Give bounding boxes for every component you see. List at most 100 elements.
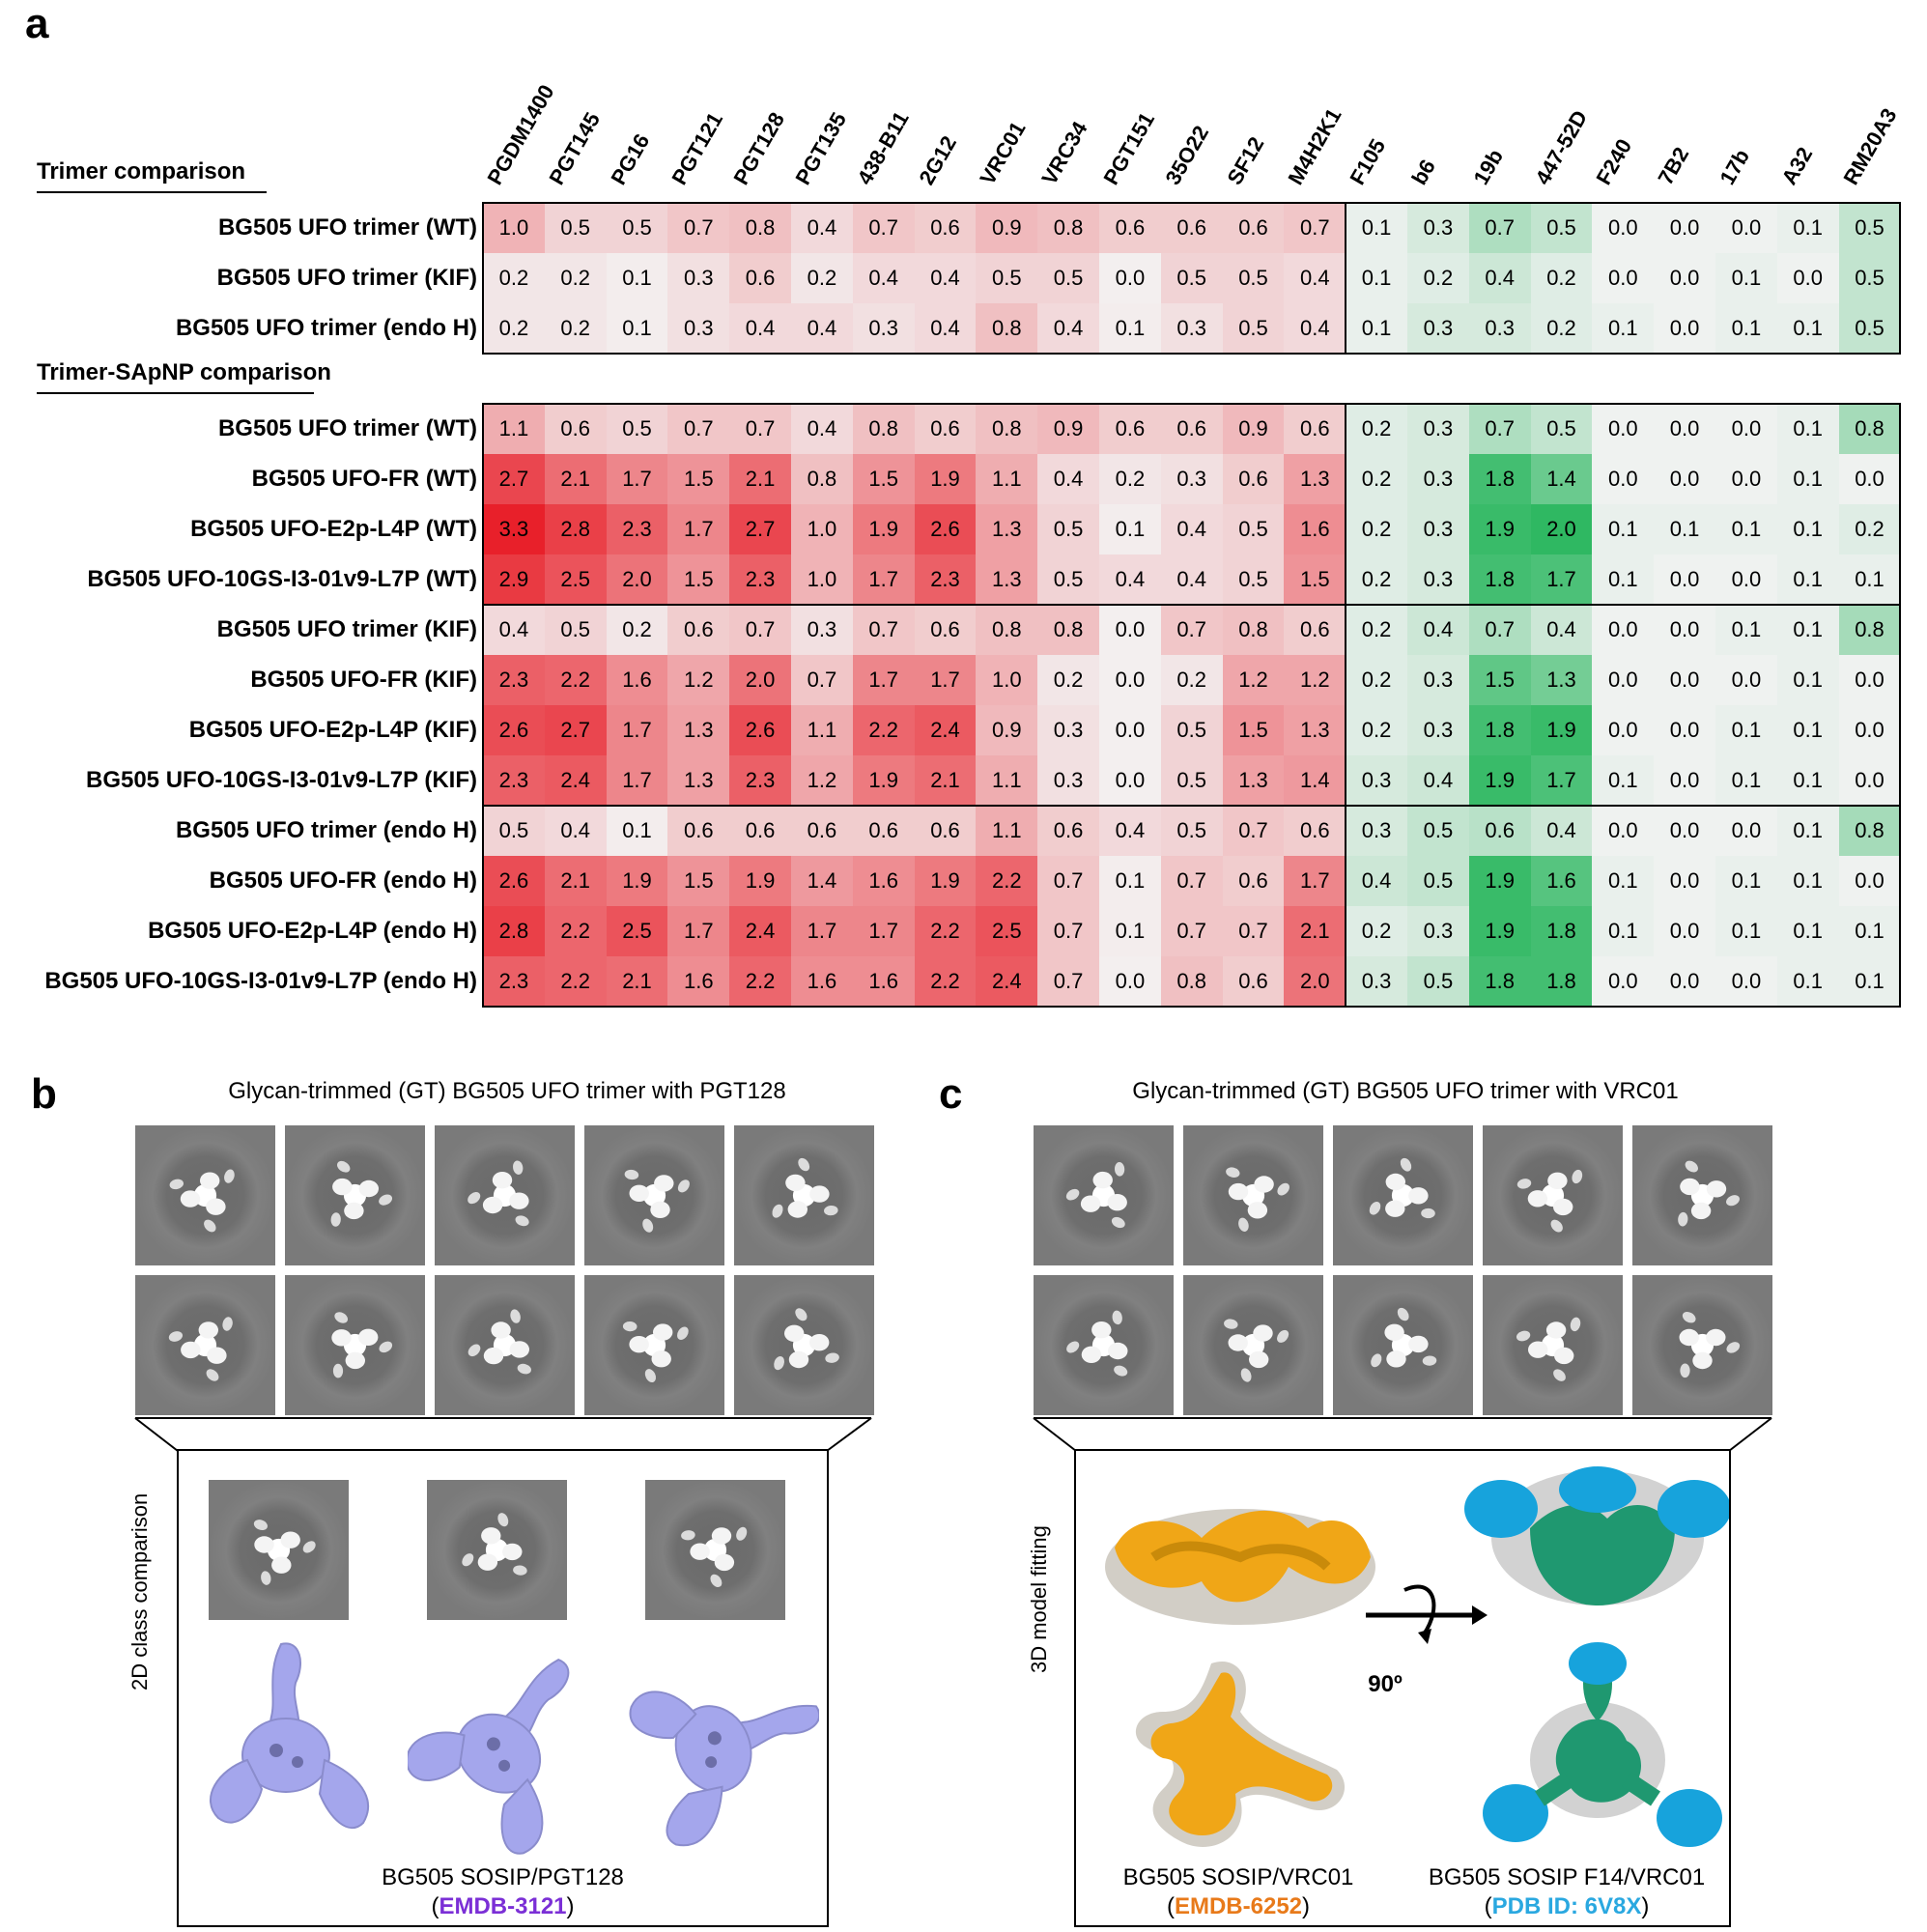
heatmap-cell: 0.0: [1654, 404, 1715, 454]
row-label: BG505 UFO-E2p-L4P (KIF): [188, 717, 477, 743]
heatmap-cell: 0.4: [852, 253, 915, 303]
heatmap-cell: 1.0: [976, 655, 1038, 705]
heatmap-cell: 0.5: [1222, 554, 1285, 605]
heatmap-cell: 2.2: [914, 956, 977, 1007]
heatmap-cell: 0.4: [729, 303, 791, 354]
heatmap-cell: 0.1: [1715, 856, 1777, 906]
heatmap-cell: 0.2: [1346, 454, 1407, 504]
density-map: [209, 1642, 369, 1830]
heatmap-cell: 1.1: [791, 705, 853, 755]
heatmap-cell: 0.8: [729, 203, 791, 253]
heatmap-cell: 0.8: [1838, 806, 1901, 856]
heatmap-cell: 0.4: [1407, 755, 1469, 806]
heatmap-cell: 1.7: [914, 655, 977, 705]
heatmap-cell: 1.4: [791, 856, 853, 906]
panel-c-caption-right: BG505 SOSIP F14/VRC01: [1428, 1864, 1706, 1890]
heatmap-cell: 0.6: [791, 806, 853, 856]
heatmap-cell: 0.9: [1037, 404, 1099, 454]
heatmap-cell: 2.9: [483, 554, 545, 605]
heatmap-cell: 0.7: [1037, 956, 1099, 1007]
heatmap-cell: 1.2: [1284, 655, 1346, 705]
pdb-6v8x-link[interactable]: PDB ID: 6V8X: [1491, 1893, 1642, 1919]
heatmap-cell: 0.0: [1592, 956, 1655, 1007]
heatmap-cell: 0.8: [976, 404, 1038, 454]
heatmap-cell: 0.7: [791, 655, 853, 705]
heatmap-cell: 0.8: [852, 404, 915, 454]
heatmap-cell: 0.1: [1776, 856, 1839, 906]
heatmap-cell: 1.9: [1468, 504, 1531, 554]
panel-c-models: [1105, 1466, 1729, 1847]
heatmap-cell: 2.3: [483, 956, 545, 1007]
heatmap-cell: 1.5: [667, 454, 730, 504]
heatmap-cell: 0.0: [1099, 605, 1161, 655]
heatmap-cell: 0.2: [544, 303, 607, 354]
heatmap-cell: 0.1: [1776, 303, 1839, 354]
heatmap-cell: 1.7: [852, 906, 915, 956]
heatmap-cell: 0.1: [1346, 303, 1407, 354]
heatmap-cell: 0.1: [1715, 605, 1777, 655]
heatmap-cell: 0.0: [1654, 705, 1715, 755]
heatmap-cell: 0.7: [1222, 906, 1285, 956]
heatmap-cell: 0.2: [1530, 253, 1593, 303]
heatmap-cell: 1.9: [1530, 705, 1593, 755]
heatmap-cell: 0.7: [1284, 203, 1346, 253]
heatmap-cell: 2.3: [483, 655, 545, 705]
heatmap-cell: 1.7: [852, 554, 915, 605]
heatmap-cell: 0.1: [1099, 504, 1161, 554]
heatmap-cell: 0.1: [1715, 755, 1777, 806]
heatmap-cell: 2.5: [544, 554, 607, 605]
heatmap-cell: 0.0: [1099, 705, 1161, 755]
heatmap-cell: 0.8: [1037, 605, 1099, 655]
emdb-3121-link[interactable]: EMDB-3121: [439, 1893, 567, 1919]
heatmap-cell: 0.0: [1654, 956, 1715, 1007]
panel-c-caption-left: BG505 SOSIP/VRC01: [1122, 1864, 1354, 1890]
heatmap-cell: 0.5: [1407, 806, 1469, 856]
heatmap-cell: 0.4: [1037, 454, 1099, 504]
paren-close: ): [1641, 1893, 1650, 1919]
heatmap-cell: 1.9: [914, 454, 977, 504]
heatmap-cell: 1.5: [1468, 655, 1531, 705]
heatmap-cell: 1.8: [1468, 454, 1531, 504]
heatmap-cell: 0.5: [544, 605, 607, 655]
heatmap-cell: 0.7: [1037, 856, 1099, 906]
heatmap-cell: 0.0: [1838, 856, 1901, 906]
heatmap-cell: 0.5: [1838, 253, 1901, 303]
heatmap-cell: 0.3: [791, 605, 853, 655]
heatmap-cell: 0.4: [791, 303, 853, 354]
row-label: BG505 UFO trimer (WT): [217, 214, 477, 241]
heatmap-cell: 0.5: [544, 203, 607, 253]
row-label: BG505 UFO-E2p-L4P (WT): [190, 516, 477, 542]
heatmap-cell: 0.1: [1592, 906, 1655, 956]
heatmap-cell: 0.2: [1530, 303, 1593, 354]
heatmap-cell: 0.4: [914, 303, 977, 354]
heatmap-cell: 0.5: [1838, 203, 1901, 253]
heatmap-cell: 0.0: [1715, 554, 1777, 605]
heatmap-cell: 0.5: [1407, 956, 1469, 1007]
heatmap-cell: 0.6: [852, 806, 915, 856]
heatmap-cell: 0.7: [1222, 806, 1285, 856]
rotation-label: 90º: [1368, 1671, 1403, 1697]
heatmap-cell: 0.6: [729, 253, 791, 303]
heatmap-cell: 1.8: [1468, 705, 1531, 755]
heatmap-cell: 0.6: [914, 404, 977, 454]
heatmap-cell: 0.0: [1099, 655, 1161, 705]
heatmap-cell: 1.4: [1530, 454, 1593, 504]
heatmap-cell: 0.1: [1654, 504, 1715, 554]
heatmap-cell: 0.4: [1284, 303, 1346, 354]
heatmap-cell: 0.3: [1407, 404, 1469, 454]
emdb-6252-link[interactable]: EMDB-6252: [1174, 1893, 1303, 1919]
heatmap-cell: 2.6: [483, 705, 545, 755]
heatmap-cell: 0.4: [1468, 253, 1531, 303]
heatmap-cell: 1.3: [1530, 655, 1593, 705]
heatmap-cell: 2.3: [729, 554, 791, 605]
panel-c-caption-left-link-row: (EMDB-6252): [1074, 1893, 1403, 1920]
heatmap-cell: 1.9: [914, 856, 977, 906]
heatmap-cell: 0.7: [1037, 906, 1099, 956]
heatmap-cell: 2.1: [914, 755, 977, 806]
heatmap-cell: 1.7: [852, 655, 915, 705]
class-average-image: [584, 1125, 724, 1265]
class-average-image: [584, 1275, 724, 1415]
class-average-image: [135, 1125, 275, 1265]
heatmap-cell: 0.1: [1776, 554, 1839, 605]
heatmap-cell: 0.7: [1468, 605, 1531, 655]
